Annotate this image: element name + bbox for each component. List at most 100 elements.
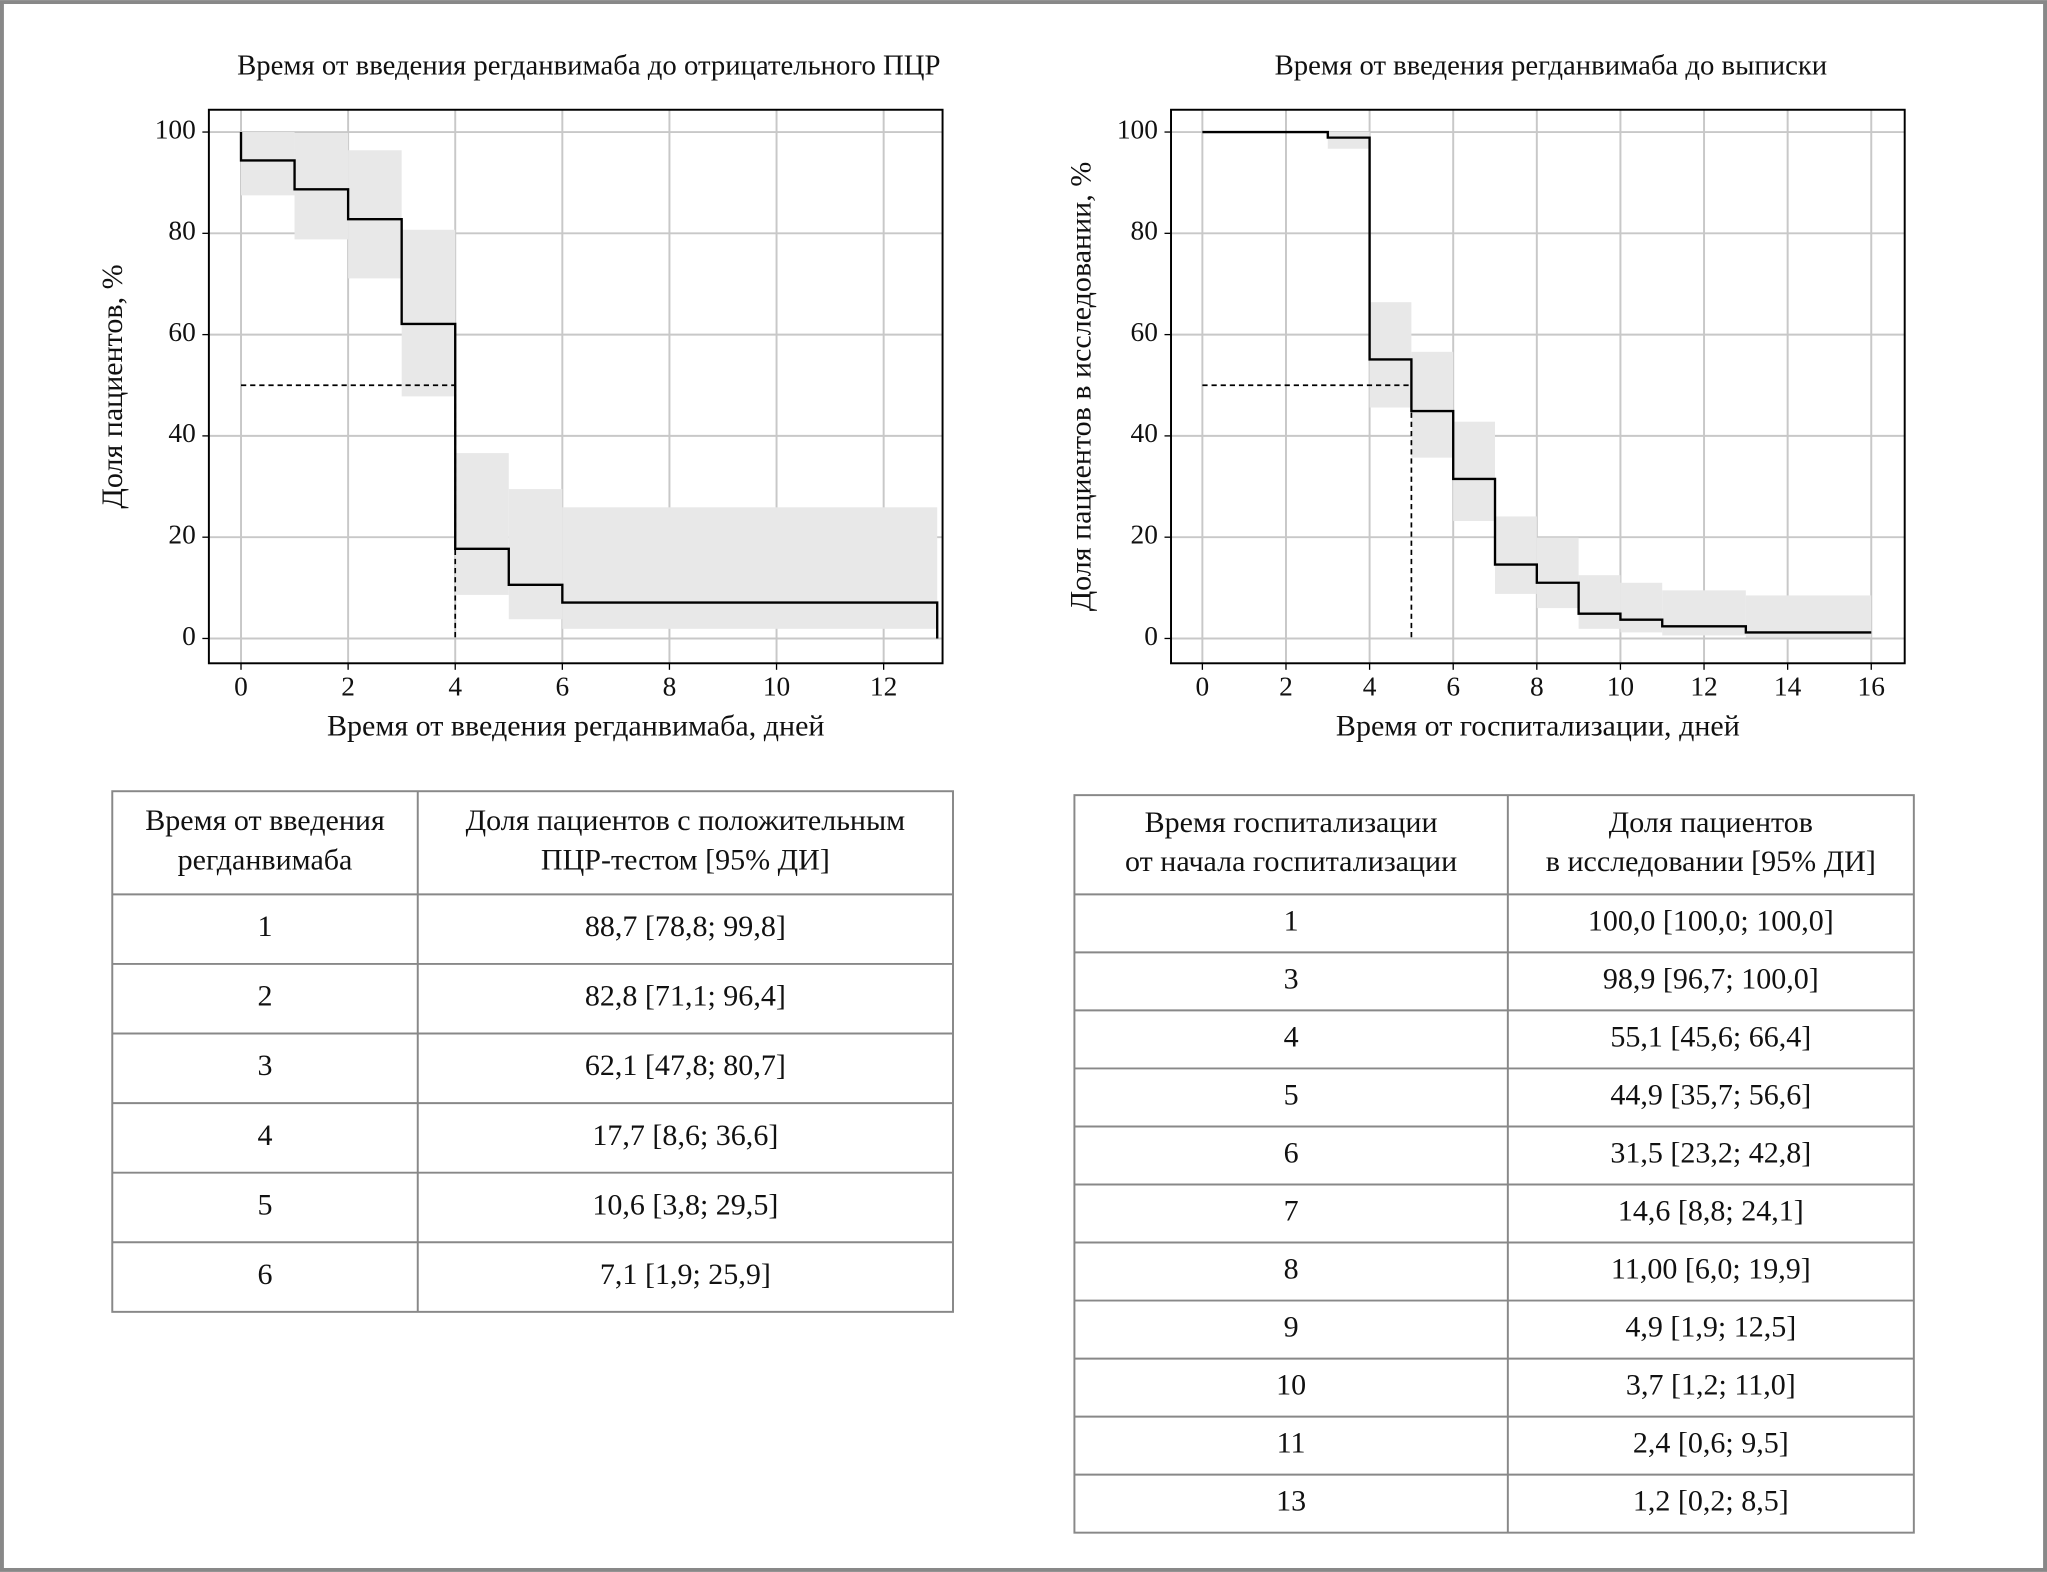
table-border	[1073, 794, 1915, 1534]
ci-band	[401, 229, 456, 397]
x-tick-label: 8	[1530, 672, 1544, 702]
table-header: от начала госпитализации	[1125, 845, 1457, 878]
table-cell: 88,7 [78,8; 99,8]	[585, 910, 786, 943]
y-tick-label: 0	[1144, 621, 1158, 651]
x-tick-label: 4	[1363, 672, 1377, 702]
table-header: Доля пациентов	[1609, 806, 1813, 839]
table-cell: 4	[258, 1119, 273, 1152]
table-cell: 31,5 [23,2; 42,8]	[1610, 1136, 1811, 1169]
ci-band	[1662, 590, 1746, 636]
x-tick-label: 14	[1774, 672, 1802, 702]
x-tick-label: 0	[234, 672, 248, 702]
ci-band	[1453, 421, 1496, 521]
survival-line	[239, 132, 939, 639]
table-cell: 6	[1284, 1136, 1299, 1169]
y-tick-label: 80	[168, 216, 195, 246]
table-cell: 8	[1284, 1252, 1299, 1285]
survival-line	[1202, 130, 1872, 634]
x-tick-label: 10	[1607, 672, 1634, 702]
x-tick-label: 4	[448, 672, 462, 702]
x-tick-label: 10	[763, 672, 790, 702]
table-cell: 4,9 [1,9; 12,5]	[1625, 1310, 1796, 1343]
ci-band	[294, 133, 349, 240]
x-tick-label: 2	[1279, 672, 1293, 702]
table-header: в исследовании [95% ДИ]	[1546, 845, 1876, 878]
ci-band	[1369, 302, 1412, 408]
table-header: регданвимаба	[178, 843, 353, 876]
ci-band	[455, 453, 509, 595]
table-header: Время от введения	[145, 804, 385, 837]
y-tick-label: 20	[1131, 519, 1158, 549]
ci-band	[562, 507, 938, 629]
table-cell: 98,9 [96,7; 100,0]	[1603, 962, 1819, 995]
chart-title: Время от введения регданвимаба до выписк…	[1275, 50, 1828, 82]
y-tick-label: 40	[1131, 418, 1158, 448]
table-cell: 1	[258, 910, 273, 943]
ci-band	[508, 489, 563, 620]
y-axis-label: Доля пациентов в исследовании, %	[1064, 162, 1097, 612]
table-header: ПЦР-тестом [95% ДИ]	[541, 843, 830, 876]
table-cell: 10	[1276, 1368, 1306, 1401]
y-tick-label: 0	[182, 621, 196, 651]
x-tick-label: 2	[341, 672, 355, 702]
ci-band	[1327, 132, 1370, 149]
ci-band	[1495, 516, 1537, 594]
x-tick-label: 6	[555, 672, 569, 702]
table-header: Доля пациентов с положительным	[466, 804, 906, 837]
y-tick-label: 100	[1117, 114, 1158, 144]
x-tick-label: 6	[1446, 672, 1460, 702]
table-cell: 6	[258, 1258, 273, 1291]
x-axis-label: Время от введения регданвимаба, дней	[327, 709, 825, 742]
table-cell: 7,1 [1,9; 25,9]	[600, 1258, 771, 1291]
x-axis-label: Время от госпитализации, дней	[1336, 709, 1740, 742]
ci-band	[1578, 575, 1621, 629]
ci-band	[241, 132, 295, 196]
table-border	[111, 790, 954, 1313]
table-cell: 44,9 [35,7; 56,6]	[1610, 1078, 1811, 1111]
x-tick-label: 12	[870, 672, 897, 702]
table-cell: 14,6 [8,8; 24,1]	[1618, 1194, 1804, 1227]
table-cell: 5	[1284, 1078, 1299, 1111]
plot-frame	[1170, 108, 1906, 665]
table-cell: 5	[258, 1188, 273, 1221]
table-cell: 17,7 [8,6; 36,6]	[592, 1119, 778, 1152]
y-tick-label: 40	[168, 418, 195, 448]
ci-band	[1411, 351, 1454, 458]
table-cell: 11	[1277, 1427, 1306, 1460]
table-cell: 9	[1284, 1310, 1299, 1343]
table-cell: 1	[1284, 904, 1299, 937]
table-cell: 3	[1284, 962, 1299, 995]
table-cell: 2	[258, 980, 273, 1013]
table-cell: 55,1 [45,6; 66,4]	[1610, 1020, 1811, 1053]
ci-band	[1536, 537, 1579, 609]
x-tick-label: 8	[663, 672, 677, 702]
table-cell: 62,1 [47,8; 80,7]	[585, 1049, 786, 1082]
y-tick-label: 60	[168, 317, 195, 347]
table-cell: 3,7 [1,2; 11,0]	[1626, 1368, 1796, 1401]
y-axis-label: Доля пациентов, %	[96, 264, 129, 508]
y-tick-label: 60	[1131, 317, 1158, 347]
table-cell: 10,6 [3,8; 29,5]	[592, 1188, 778, 1221]
table-header: Время госпитализации	[1145, 806, 1438, 839]
table-cell: 1,2 [0,2; 8,5]	[1633, 1485, 1789, 1518]
y-tick-label: 100	[155, 114, 196, 144]
table-cell: 4	[1284, 1020, 1299, 1053]
table-cell: 13	[1276, 1485, 1306, 1518]
plot-frame	[207, 108, 944, 665]
x-tick-label: 12	[1690, 672, 1717, 702]
ci-band	[348, 150, 402, 279]
ci-band	[1620, 582, 1663, 633]
table-cell: 11,00 [6,0; 19,9]	[1611, 1252, 1811, 1285]
table-cell: 7	[1284, 1194, 1299, 1227]
table-cell: 3	[258, 1049, 273, 1082]
x-tick-label: 0	[1196, 672, 1210, 702]
ci-band	[1745, 595, 1872, 638]
table-cell: 100,0 [100,0; 100,0]	[1588, 904, 1834, 937]
y-tick-label: 20	[168, 519, 195, 549]
x-tick-label: 16	[1858, 672, 1885, 702]
chart-title: Время от введения регданвимаба до отрица…	[237, 50, 940, 82]
table-cell: 2,4 [0,6; 9,5]	[1633, 1427, 1789, 1460]
table-cell: 82,8 [71,1; 96,4]	[585, 980, 786, 1013]
y-tick-label: 80	[1131, 216, 1158, 246]
